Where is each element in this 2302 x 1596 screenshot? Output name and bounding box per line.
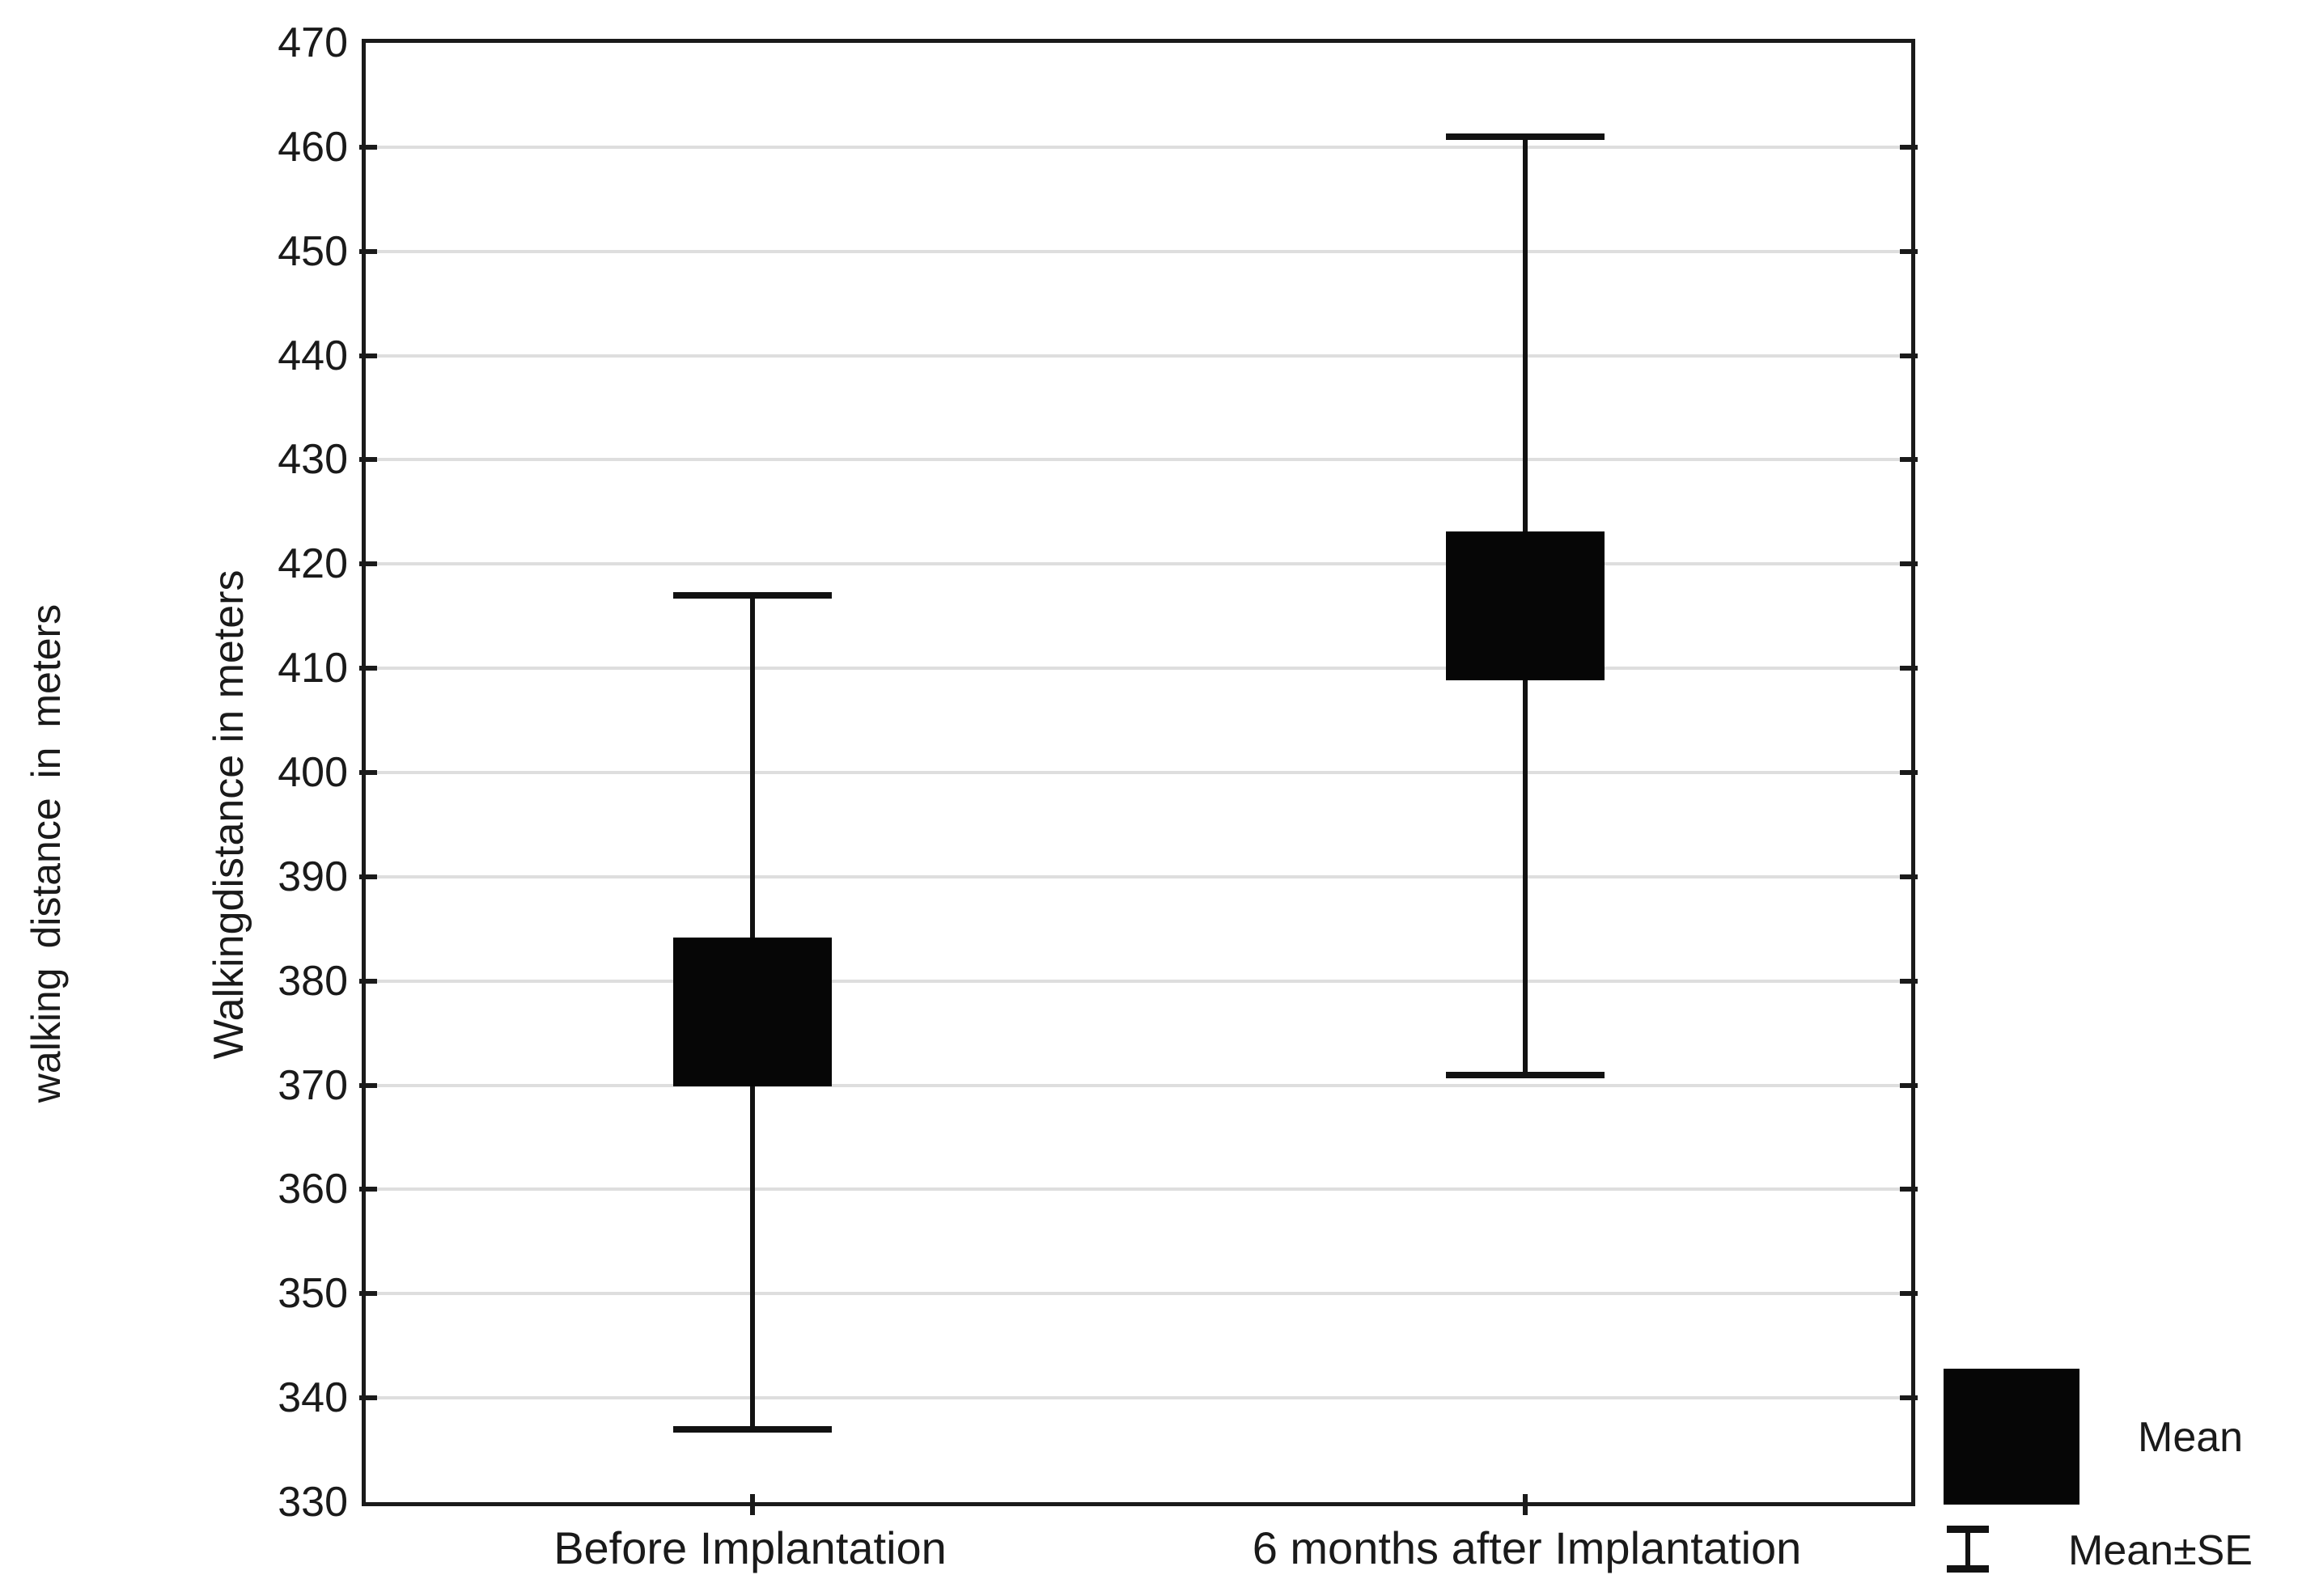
y-tick-right-460: [1900, 144, 1918, 150]
gridline-440: [366, 353, 1911, 358]
y-tick-left-360: [359, 1187, 377, 1192]
y-tick-label-390: 390: [278, 853, 348, 900]
y-tick-left-420: [359, 561, 377, 567]
y-tick-label-410: 410: [278, 645, 348, 692]
legend-mean-label: Mean: [2138, 1414, 2244, 1461]
y-tick-right-340: [1900, 1395, 1918, 1401]
mean-marker-before: [672, 938, 832, 1087]
y-tick-left-370: [359, 1082, 377, 1088]
y-tick-left-460: [359, 144, 377, 150]
y-tick-label-450: 450: [278, 227, 348, 275]
whisker-top-cap-after: [1445, 133, 1605, 140]
error-bar-line: [1965, 1526, 1970, 1573]
gridline-400: [366, 771, 1911, 774]
plot-area: [359, 39, 1918, 1515]
y-tick-right-450: [1900, 248, 1918, 254]
legend-mean-swatch: [1944, 1369, 2079, 1505]
y-tick-right-440: [1900, 353, 1918, 358]
y-tick-label-340: 340: [278, 1374, 348, 1422]
x-category-label-after: 6 months after Implantation: [1252, 1522, 1802, 1573]
y-tick-right-410: [1900, 666, 1918, 671]
whisker-bottom-cap-before: [672, 1425, 832, 1433]
y-tick-label-460: 460: [278, 123, 348, 171]
y-tick-right-430: [1900, 457, 1918, 463]
y-tick-right-370: [1900, 1082, 1918, 1088]
y-tick-label-420: 420: [278, 540, 348, 588]
y-tick-right-350: [1900, 1291, 1918, 1297]
y-tick-label-360: 360: [278, 1166, 348, 1213]
gridline-420: [366, 562, 1911, 566]
y-tick-left-410: [359, 666, 377, 671]
y-tick-left-340: [359, 1395, 377, 1401]
gridline-370: [366, 1083, 1911, 1087]
legend-mean-se-label: Mean±SE: [2068, 1527, 2253, 1574]
y-tick-left-380: [359, 978, 377, 984]
y-tick-label-370: 370: [278, 1061, 348, 1109]
gridline-450: [366, 249, 1911, 253]
error-bar-bottom-cap: [1947, 1565, 1989, 1573]
outer-y-axis-label: walking distance in meters: [23, 603, 69, 1103]
gridline-340: [366, 1396, 1911, 1400]
y-tick-left-430: [359, 457, 377, 463]
y-tick-left-450: [359, 248, 377, 254]
gridline-390: [366, 874, 1911, 878]
gridline-380: [366, 979, 1911, 983]
y-tick-left-440: [359, 353, 377, 358]
gridline-410: [366, 667, 1911, 671]
y-tick-right-360: [1900, 1187, 1918, 1192]
whisker-top-cap-before: [672, 591, 832, 599]
y-tick-right-380: [1900, 978, 1918, 984]
gridline-430: [366, 458, 1911, 462]
y-tick-left-390: [359, 874, 377, 879]
y-tick-label-440: 440: [278, 332, 348, 379]
y-tick-label-350: 350: [278, 1270, 348, 1318]
y-tick-label-330: 330: [278, 1479, 348, 1526]
y-tick-right-400: [1900, 770, 1918, 775]
gridline-460: [366, 145, 1911, 149]
y-tick-right-420: [1900, 561, 1918, 567]
legend-error-bar-icon: [1947, 1526, 1989, 1573]
gridline-350: [366, 1292, 1911, 1296]
mean-marker-after: [1445, 531, 1605, 680]
y-tick-label-430: 430: [278, 436, 348, 484]
y-tick-left-400: [359, 770, 377, 775]
y-tick-left-350: [359, 1291, 377, 1297]
y-tick-label-470: 470: [278, 19, 348, 66]
y-tick-label-380: 380: [278, 957, 348, 1005]
x-tick-before: [749, 1494, 755, 1515]
whisker-bottom-cap-after: [1445, 1071, 1605, 1078]
x-category-label-before: Before Implantation: [553, 1522, 947, 1573]
gridline-360: [366, 1187, 1911, 1192]
y-tick-right-390: [1900, 874, 1918, 879]
x-tick-after: [1522, 1494, 1528, 1515]
y-tick-label-400: 400: [278, 749, 348, 796]
